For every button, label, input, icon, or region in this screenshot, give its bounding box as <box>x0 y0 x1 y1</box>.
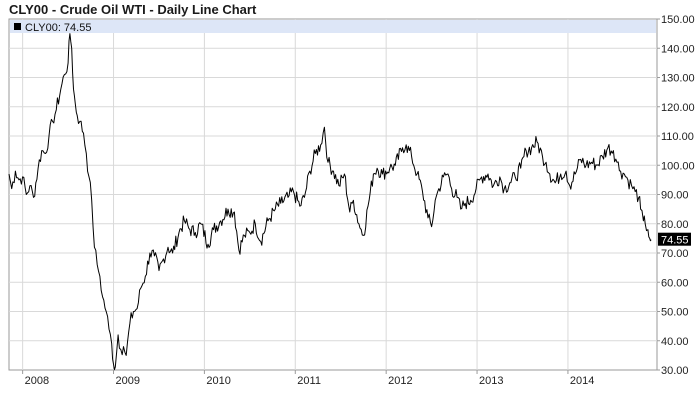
y-tick-label: 60.00 <box>661 277 689 289</box>
last-value-label: 74.55 <box>661 235 689 247</box>
x-axis: 2008 2009 2010 2011 2012 2013 2014 <box>22 370 594 387</box>
price-series-line <box>8 33 652 371</box>
y-tick-label: 70.00 <box>661 248 689 260</box>
y-tick-label: 40.00 <box>661 336 689 348</box>
series-layer <box>8 33 652 371</box>
legend-swatch <box>14 23 21 30</box>
x-tick-label: 2012 <box>388 375 412 387</box>
x-tick-label: 2010 <box>206 375 230 387</box>
y-tick-label: 50.00 <box>661 307 689 319</box>
chart-title: CLY00 - Crude Oil WTI - Daily Line Chart <box>9 2 257 17</box>
x-tick-label: 2014 <box>570 375 594 387</box>
y-tick-label: 30.00 <box>661 365 689 377</box>
grid-layer <box>9 19 657 370</box>
x-tick-label: 2011 <box>297 375 321 387</box>
y-tick-label: 100.00 <box>661 160 695 172</box>
y-tick-label: 90.00 <box>661 190 689 202</box>
legend-label: CLY00: 74.55 <box>25 22 91 34</box>
y-tick-label: 120.00 <box>661 102 695 114</box>
y-tick-label: 80.00 <box>661 219 689 231</box>
x-tick-label: 2013 <box>479 375 503 387</box>
y-tick-label: 140.00 <box>661 43 695 55</box>
y-tick-label: 130.00 <box>661 73 695 85</box>
y-tick-label: 110.00 <box>661 131 694 143</box>
legend-band <box>10 20 656 33</box>
last-value-box <box>658 232 691 246</box>
x-tick-label: 2008 <box>25 375 49 387</box>
y-tick-label: 150.00 <box>661 14 695 26</box>
last-value-marker: 74.55 <box>658 232 691 247</box>
y-axis: 30.00 40.00 50.00 60.00 70.00 80.00 90.00 100.0… <box>657 14 695 377</box>
x-tick-label: 2009 <box>116 375 140 387</box>
legend: CLY00: 74.55 <box>10 20 656 34</box>
